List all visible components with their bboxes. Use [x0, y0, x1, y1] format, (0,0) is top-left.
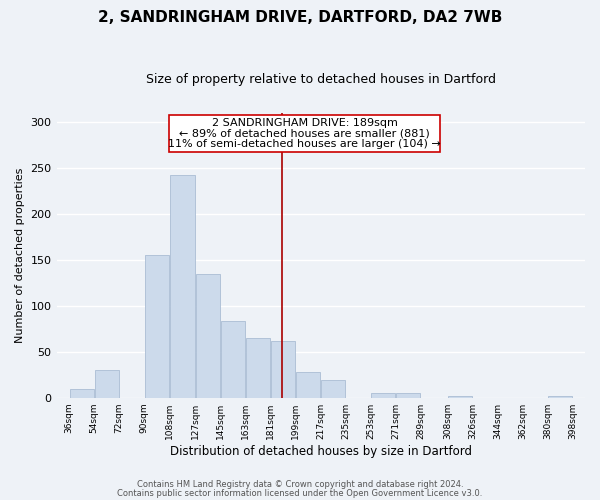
Bar [196, 274, 220, 398]
Text: 2 SANDRINGHAM DRIVE: 189sqm: 2 SANDRINGHAM DRIVE: 189sqm [212, 118, 398, 128]
Bar [548, 396, 572, 398]
Text: Contains HM Land Registry data © Crown copyright and database right 2024.: Contains HM Land Registry data © Crown c… [137, 480, 463, 489]
Bar [371, 393, 395, 398]
Title: Size of property relative to detached houses in Dartford: Size of property relative to detached ho… [146, 72, 496, 86]
Bar [145, 256, 169, 398]
FancyBboxPatch shape [169, 115, 440, 152]
Bar [221, 322, 245, 398]
Text: 2, SANDRINGHAM DRIVE, DARTFORD, DA2 7WB: 2, SANDRINGHAM DRIVE, DARTFORD, DA2 7WB [98, 10, 502, 25]
Bar [246, 338, 270, 398]
Text: Contains public sector information licensed under the Open Government Licence v3: Contains public sector information licen… [118, 488, 482, 498]
Bar [70, 390, 94, 398]
Bar [397, 393, 421, 398]
Bar [95, 370, 119, 398]
Y-axis label: Number of detached properties: Number of detached properties [15, 168, 25, 343]
Bar [296, 372, 320, 398]
Text: ← 89% of detached houses are smaller (881): ← 89% of detached houses are smaller (88… [179, 128, 430, 138]
X-axis label: Distribution of detached houses by size in Dartford: Distribution of detached houses by size … [170, 444, 472, 458]
Bar [448, 396, 472, 398]
Bar [170, 176, 195, 398]
Bar [322, 380, 345, 398]
Text: 11% of semi-detached houses are larger (104) →: 11% of semi-detached houses are larger (… [169, 138, 441, 148]
Bar [271, 341, 295, 398]
